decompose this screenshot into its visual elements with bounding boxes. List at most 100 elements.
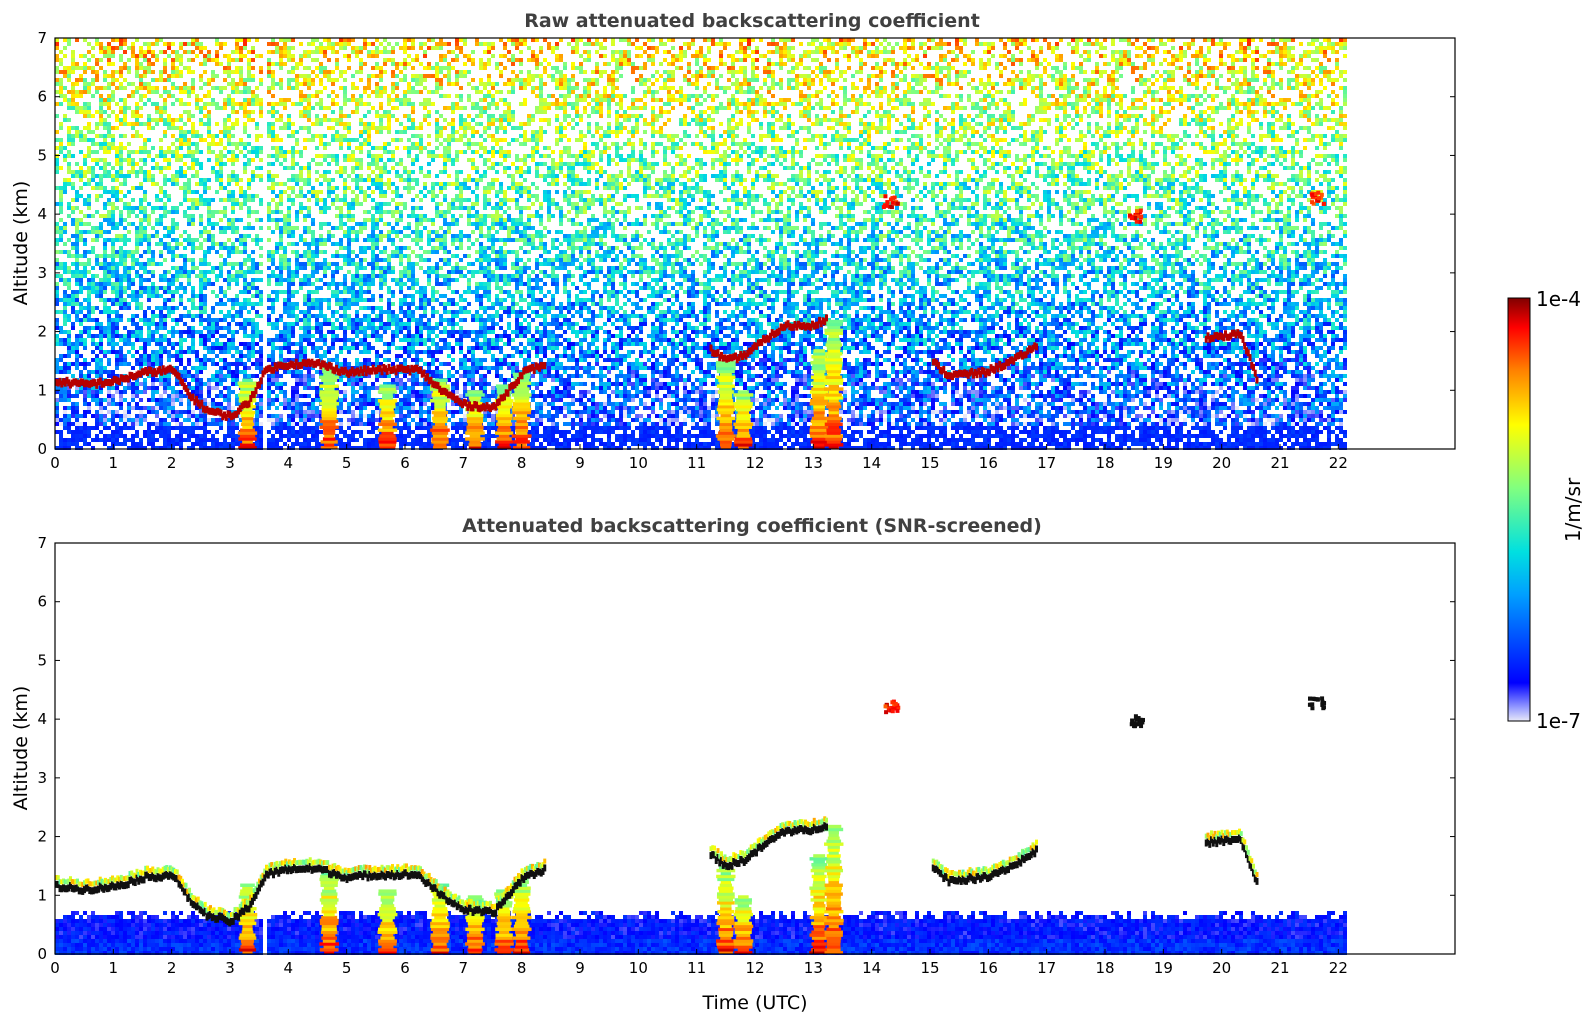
field-cell	[259, 278, 263, 282]
field-cell	[167, 226, 171, 230]
field-cell	[155, 294, 159, 298]
field-cell	[103, 438, 107, 442]
field-cell	[259, 178, 263, 182]
field-cell	[335, 50, 339, 54]
field-cell	[291, 426, 295, 430]
field-cell	[271, 326, 275, 330]
field-cell	[67, 314, 71, 318]
field-cell	[167, 126, 171, 130]
field-cell	[143, 338, 147, 342]
field-cell	[271, 350, 275, 354]
field-cell	[191, 294, 195, 298]
field-cell	[207, 314, 211, 318]
field-cell	[295, 322, 299, 326]
field-cell	[83, 386, 87, 390]
field-cell	[303, 166, 307, 170]
field-cell	[291, 410, 295, 414]
field-cell	[359, 158, 363, 162]
field-cell	[107, 298, 111, 302]
field-cell	[87, 406, 91, 410]
field-cell	[107, 274, 111, 278]
field-cell	[163, 206, 167, 210]
field-cell	[99, 98, 103, 102]
field-cell	[375, 274, 379, 278]
field-cell	[295, 430, 299, 434]
field-cell	[163, 410, 167, 414]
field-cell	[283, 182, 287, 186]
field-cell	[319, 118, 323, 122]
field-cell	[315, 170, 319, 174]
field-cell	[335, 226, 339, 230]
field-cell	[291, 406, 295, 410]
field-cell	[95, 110, 99, 114]
field-cell	[283, 214, 287, 218]
field-cell	[215, 170, 219, 174]
field-cell	[99, 334, 103, 338]
field-cell	[75, 346, 79, 350]
field-cell	[151, 262, 155, 266]
field-cell	[283, 298, 287, 302]
field-cell	[383, 202, 387, 206]
field-cell	[291, 322, 295, 326]
field-cell	[195, 54, 199, 58]
field-cell	[235, 238, 239, 242]
field-cell	[75, 430, 79, 434]
field-cell	[155, 338, 159, 342]
field-cell	[151, 314, 155, 318]
field-cell	[147, 150, 151, 154]
field-cell	[247, 150, 251, 154]
field-cell	[315, 314, 319, 318]
field-cell	[107, 174, 111, 178]
field-cell	[195, 370, 199, 374]
field-cell	[223, 98, 227, 102]
field-cell	[271, 254, 275, 258]
field-cell	[247, 86, 251, 90]
field-cell	[243, 306, 247, 310]
field-cell	[95, 334, 99, 338]
field-cell	[55, 390, 59, 394]
field-cell	[211, 238, 215, 242]
field-cell	[359, 94, 363, 98]
field-cell	[375, 62, 379, 66]
field-cell	[183, 210, 187, 214]
field-cell	[143, 342, 147, 346]
field-cell	[271, 250, 275, 254]
field-cell	[267, 66, 271, 70]
field-cell	[207, 422, 211, 426]
field-cell	[295, 302, 299, 306]
field-cell	[267, 374, 271, 378]
field-cell	[351, 342, 355, 346]
field-cell	[195, 102, 199, 106]
field-cell	[311, 298, 315, 302]
field-cell	[227, 346, 231, 350]
field-cell	[179, 86, 183, 90]
field-cell	[59, 62, 63, 66]
field-cell	[175, 58, 179, 62]
field-cell	[67, 350, 71, 354]
field-cell	[295, 250, 299, 254]
field-cell	[139, 218, 143, 222]
field-cell	[87, 306, 91, 310]
field-cell	[267, 258, 271, 262]
field-cell	[219, 370, 223, 374]
field-cell	[119, 306, 123, 310]
field-cell	[307, 366, 311, 370]
field-cell	[55, 326, 59, 330]
field-cell	[191, 222, 195, 226]
field-cell	[307, 274, 311, 278]
field-cell	[303, 378, 307, 382]
field-cell	[363, 438, 367, 442]
field-cell	[183, 410, 187, 414]
field-cell	[327, 322, 331, 326]
field-cell	[207, 394, 211, 398]
field-cell	[159, 38, 163, 42]
field-cell	[367, 358, 371, 362]
field-cell	[203, 70, 207, 74]
field-cell	[135, 314, 139, 318]
field-cell	[267, 274, 271, 278]
field-cell	[295, 266, 299, 270]
field-cell	[287, 322, 291, 326]
field-cell	[331, 346, 335, 350]
field-cell	[215, 374, 219, 378]
field-cell	[235, 374, 239, 378]
